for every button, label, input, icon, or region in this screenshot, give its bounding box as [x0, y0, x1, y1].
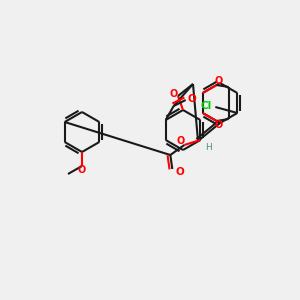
Text: O: O [78, 165, 86, 175]
Text: Cl: Cl [201, 101, 212, 111]
Text: H: H [205, 142, 212, 152]
Text: O: O [214, 76, 223, 86]
Text: O: O [170, 89, 178, 99]
Text: O: O [187, 94, 196, 104]
Text: O: O [214, 120, 223, 130]
Text: O: O [176, 136, 184, 146]
Text: O: O [176, 167, 185, 177]
